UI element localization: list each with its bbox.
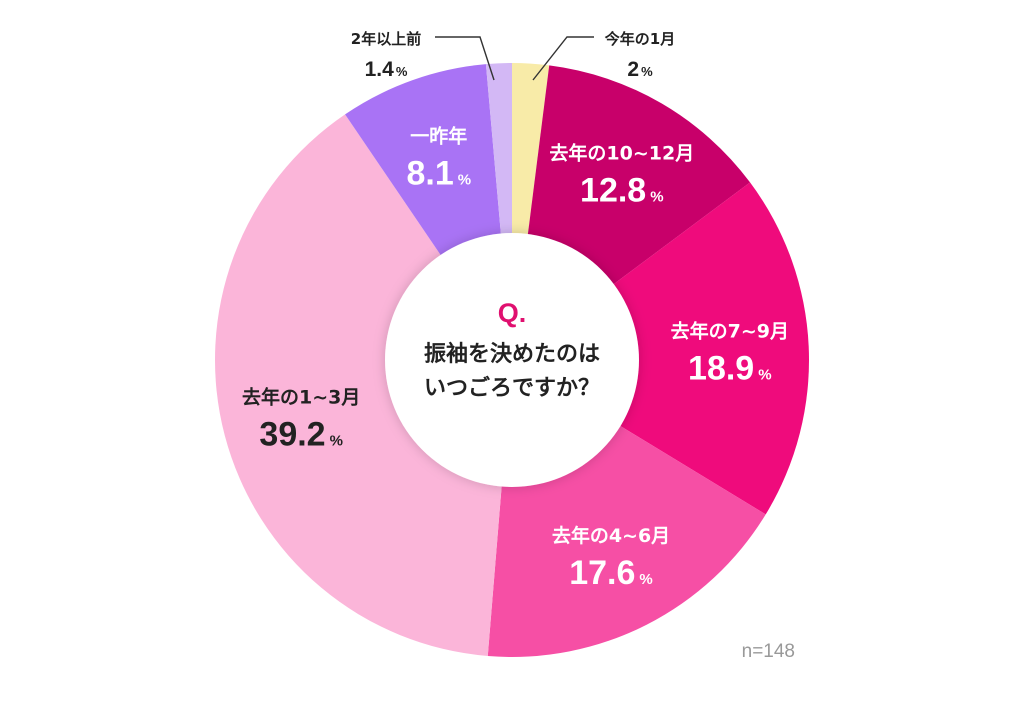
slice-label: 去年の4~6月	[552, 524, 670, 547]
sample-size-note: n=148	[742, 641, 795, 662]
center-question-line1: 振袖を決めたのは	[424, 341, 600, 367]
slice-percent: 8.1%	[406, 155, 471, 193]
slice-label: 去年の7~9月	[671, 320, 789, 343]
slice-percent: 17.6%	[569, 554, 653, 592]
slice-percent: 12.8%	[580, 172, 664, 210]
leader-line	[435, 36, 495, 81]
slice-label: 2年以上前	[351, 30, 421, 48]
question-mark-label: Q.	[498, 298, 527, 328]
slice-percent: 1.4%	[365, 58, 408, 81]
leader-lines	[435, 36, 594, 81]
slice-labels: 今年の1月 2 % 去年の10~12月 12.8 % 去年の7~9月 18.9 % 去年の4~6月…	[242, 30, 789, 592]
pie-slice	[512, 182, 810, 515]
pie-slice	[215, 114, 512, 657]
leader-line	[532, 36, 594, 81]
slice-label: 一昨年	[410, 125, 467, 148]
slice-percent: 39.2%	[259, 416, 343, 454]
slice-label: 去年の10~12月	[549, 142, 694, 165]
slice-percent: 18.9%	[688, 350, 772, 388]
slice-label: 去年の1~3月	[242, 386, 360, 409]
slice-percent: 2%	[627, 58, 653, 81]
center-circle	[385, 233, 639, 487]
center-question-line2: いつごろですか？	[424, 375, 600, 401]
slice-label: 今年の1月	[604, 30, 675, 48]
